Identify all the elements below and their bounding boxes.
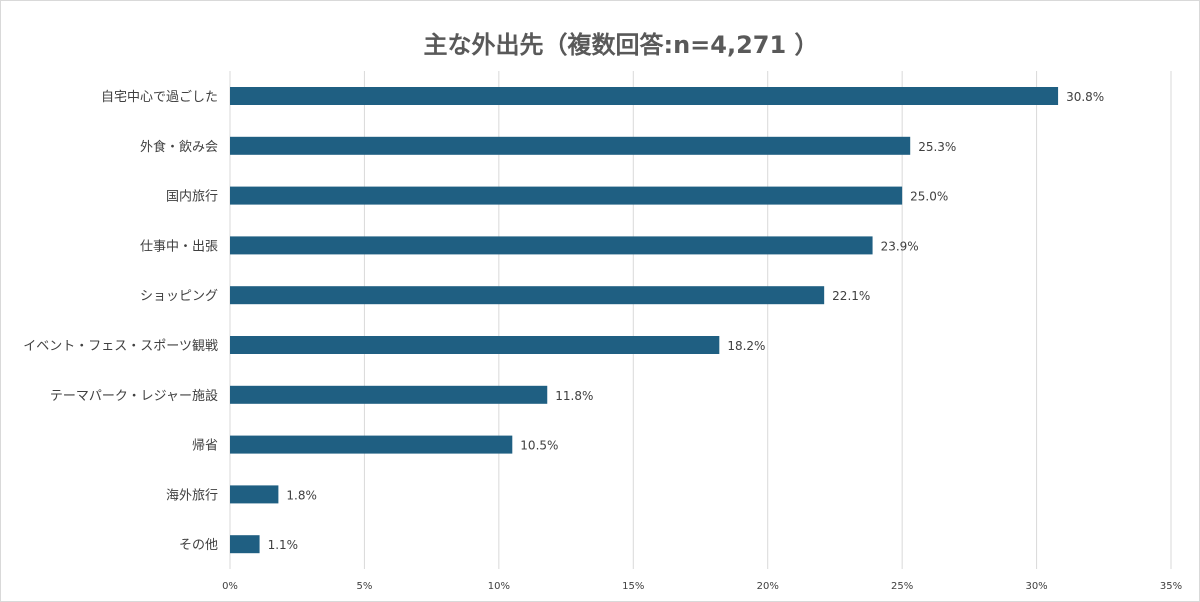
data-label: 25.3%: [918, 140, 956, 154]
data-label: 22.1%: [832, 289, 870, 303]
x-tick-label: 15%: [622, 581, 644, 592]
x-tick-label: 0%: [222, 581, 238, 592]
data-label: 10.5%: [520, 439, 558, 453]
data-label: 30.8%: [1066, 90, 1104, 104]
bar: [230, 535, 260, 554]
category-label: 海外旅行: [166, 488, 218, 503]
x-tick-label: 20%: [757, 581, 779, 592]
category-label: 帰省: [192, 438, 218, 454]
category-label: 外食・飲み会: [140, 139, 218, 155]
category-label: その他: [179, 538, 218, 553]
category-label: ショッピング: [140, 289, 218, 304]
bar: [230, 236, 873, 255]
category-label: イベント・フェス・スポーツ観戦: [23, 339, 218, 354]
x-tick-label: 30%: [1025, 581, 1047, 592]
category-label: 自宅中心で過ごした: [101, 89, 218, 105]
bar: [230, 485, 279, 504]
bar: [230, 186, 903, 205]
data-label: 1.8%: [286, 488, 317, 502]
chart-title: 主な外出先（複数回答:n=4,271 ）: [423, 31, 818, 59]
category-label: 国内旅行: [166, 189, 218, 205]
x-tick-label: 25%: [891, 581, 913, 592]
bars: [230, 87, 1059, 554]
data-label: 25.0%: [910, 190, 948, 204]
bar: [230, 87, 1059, 105]
category-label: テーマパーク・レジャー施設: [50, 388, 218, 404]
x-tick-label: 5%: [356, 581, 372, 592]
data-label: 11.8%: [555, 389, 593, 403]
x-tick-label: 10%: [488, 581, 510, 592]
bar: [230, 336, 720, 354]
x-axis-tick-labels: 0% 5% 10% 15% 20% 25% 30% 35%: [222, 581, 1182, 592]
bar: [230, 286, 825, 305]
bar: [230, 136, 911, 155]
data-labels: 30.8% 25.3% 25.0% 23.9% 22.1% 18.2% 11.8% 10.5%…: [268, 90, 1105, 552]
bar: [230, 435, 513, 454]
data-label: 23.9%: [881, 239, 919, 253]
data-label: 18.2%: [727, 339, 765, 353]
bar: [230, 385, 548, 404]
data-label: 1.1%: [268, 538, 299, 552]
x-tick-label: 35%: [1160, 581, 1182, 592]
category-labels: 自宅中心で過ごした外食・飲み会国内旅行仕事中・出張ショッピングイベント・フェス・…: [23, 89, 218, 553]
category-label: 仕事中・出張: [140, 239, 218, 254]
